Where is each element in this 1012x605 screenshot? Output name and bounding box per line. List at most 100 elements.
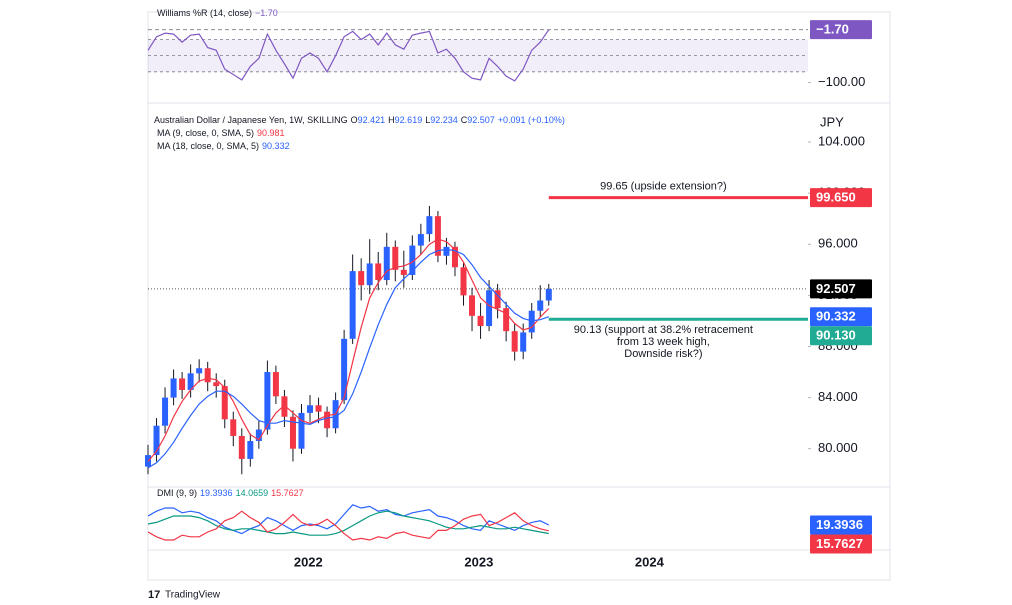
legend-value: 90.332 [262,141,290,151]
price-badge-label: 90.332 [816,309,856,324]
y-tick-label: 84.000 [818,389,858,404]
legend-value: 19.3936 [200,488,233,498]
legend-value: 90.981 [257,128,285,138]
legend-key: H [388,115,395,125]
price-badge [810,515,872,535]
series-line [147,29,550,82]
candle-body [417,234,424,246]
legend-value: 14.0659 [236,488,269,498]
y-tick-label: 96.000 [818,236,858,251]
annotation-text: Downside risk?) [624,348,702,360]
price-badge [810,279,872,299]
candle-body [264,372,271,430]
annotation-text: from 13 week high, [617,336,710,348]
candle-body [477,315,484,327]
x-tick-label: 2022 [294,554,323,569]
candle-body [341,338,348,401]
legend-name: MA (18, close, 0, SMA, 5) [157,141,259,151]
price-badge-label: 99.650 [816,190,856,205]
legend-title: Australian Dollar / Japanese Yen, 1W, SK… [154,115,348,125]
candle-body [545,288,552,301]
legend-value: 92.234 [430,115,458,125]
candle-body [469,295,476,316]
series-line [147,238,550,462]
legend: Williams %R (14, close) −1.70 [157,8,278,18]
series-line [147,248,549,469]
y-tick-label: 104.000 [818,133,865,148]
candle-body [298,412,305,449]
price-badge [810,20,872,40]
legend-value: 92.619 [395,115,423,125]
legend-value: 92.421 [358,115,386,125]
candle-body [196,368,203,374]
candle-body [307,405,314,413]
brand-logo: 17 [148,589,160,601]
candle-body [409,245,416,275]
legend-name: MA (9, close, 0, SMA, 5) [157,128,254,138]
candle-body [400,269,407,275]
candle-body [366,263,373,286]
series-line [147,504,550,535]
brand-name: TradingView [165,590,221,601]
candle-body [153,425,160,456]
annotation-text: 99.65 (upside extension?) [600,181,727,193]
candle-body [238,435,245,459]
candle-body [221,386,228,420]
candle-body [383,246,390,281]
candle-body [460,267,467,296]
series-line [147,510,549,541]
x-tick-label: 2023 [464,554,493,569]
candle-body [392,246,399,270]
candle-body [451,246,458,268]
price-badge-label: −1.70 [816,22,849,37]
price-badge [810,534,872,554]
price-badge-label: 92.507 [816,281,856,296]
candle-body [520,332,527,352]
price-badge-label: 19.3936 [816,517,863,532]
candle-body [375,263,382,281]
candle-body [434,216,441,256]
x-tick-label: 2024 [635,554,665,569]
candle-body [187,373,194,390]
y-tick-label: 80.000 [818,440,858,455]
frame [147,11,891,581]
legend-key: C [461,115,468,125]
price-badge [810,326,872,346]
legend-key: O [351,115,358,125]
candle-body [179,378,186,390]
y-tick-label: −100.00 [818,74,865,89]
candle-body [170,378,177,398]
candle-body [255,429,262,442]
candle-body [213,382,220,387]
legend: Australian Dollar / Japanese Yen, 1W, SK… [154,115,565,125]
legend: MA (9, close, 0, SMA, 5) 90.981 [157,128,285,138]
legend-value: 92.507 [467,115,495,125]
series-line [147,510,549,536]
candle-body [324,411,331,429]
brand: 17 TradingView [148,589,221,601]
unit-label: JPY [820,114,844,129]
candle-body [494,290,501,309]
price-badge-label: 15.7627 [816,536,863,551]
annotation-text: 90.13 (support at 38.2% retracement [574,324,753,336]
legend-value: −1.70 [255,8,278,18]
legend-title: Williams %R (14, close) [157,8,252,18]
candle-body [230,419,237,436]
candle-body [528,310,535,333]
candle-body [537,300,544,311]
candle-body [281,396,288,417]
candle-body [503,308,510,332]
price-badge [810,307,872,327]
legend-change: +0.091 (+0.10%) [498,115,565,125]
candle-body [315,405,322,412]
candle-body [289,416,296,449]
candle-body [204,368,211,383]
candle-body [272,372,279,397]
candle-body [162,397,169,426]
legend-value: 15.7627 [271,488,304,498]
candle-body [349,271,356,339]
legend: DMI (9, 9) 19.3936 14.0659 15.7627 [157,488,304,498]
candle-body [443,246,450,256]
candle-body [426,216,433,235]
